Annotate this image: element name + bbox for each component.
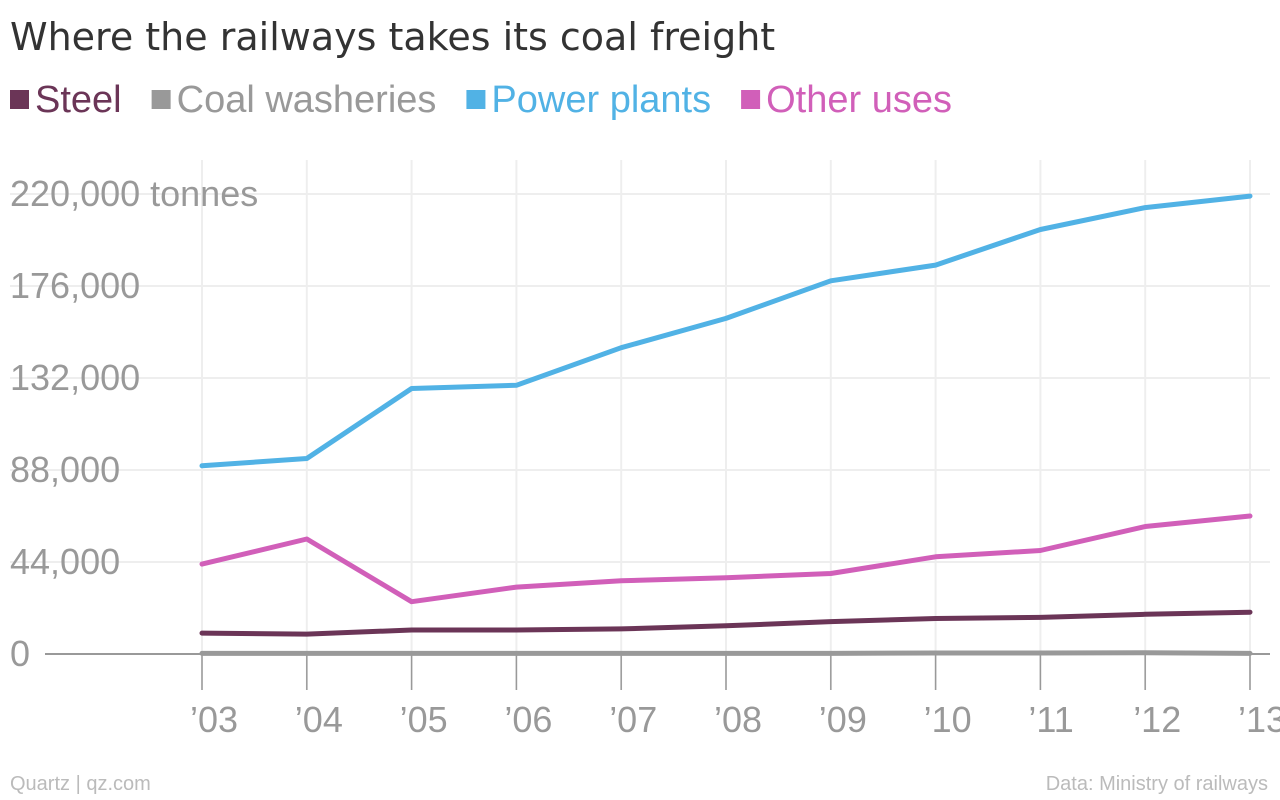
x-tick-label: ’12 <box>1133 699 1181 740</box>
series-line-power-plants <box>199 193 1253 469</box>
gridlines <box>10 160 1270 690</box>
legend: Steel Coal washeries Power plants Other use… <box>10 79 952 121</box>
y-tick-label: 220,000 tonnes <box>10 173 258 214</box>
x-tick-label: ’09 <box>819 699 867 740</box>
x-tick-label: ’08 <box>714 699 762 740</box>
y-tick-label: 44,000 <box>10 541 120 582</box>
x-tick-label: ’07 <box>609 699 657 740</box>
chart-title: Where the railways takes its coal freigh… <box>10 15 775 59</box>
legend-swatch-coal-washeries <box>151 90 171 109</box>
x-tick-label: ’11 <box>1028 699 1073 740</box>
series-lines <box>199 193 1253 656</box>
legend-label-steel: Steel <box>35 79 122 121</box>
legend-swatch-other-uses <box>741 90 761 109</box>
series-line-steel <box>199 609 1253 637</box>
legend-swatch-power-plants <box>466 90 486 109</box>
x-tick-label: ’13 <box>1238 699 1280 740</box>
y-tick-label: 88,000 <box>10 449 120 490</box>
y-tick-label: 176,000 <box>10 265 140 306</box>
x-tick-label: ’04 <box>295 699 343 740</box>
y-axis: 0 44,000 88,000 132,000 176,000 220,000 tonne… <box>10 173 258 674</box>
x-tick-label: ’03 <box>190 699 238 740</box>
data-source: Data: Ministry of railways <box>1046 773 1268 795</box>
legend-label-coal-washeries: Coal washeries <box>177 79 437 121</box>
source-credit: Quartz | qz.com <box>10 773 151 795</box>
legend-swatch-steel <box>10 90 29 109</box>
series-line-other-uses <box>199 513 1253 605</box>
x-tick-label: ’06 <box>504 699 552 740</box>
x-axis: ’03 ’04 ’05 ’06 ’07 ’08 ’09 ’10 ’11 ’12 ’13 <box>190 699 1280 740</box>
legend-label-other-uses: Other uses <box>766 79 952 121</box>
x-tick-label: ’05 <box>400 699 448 740</box>
series-line-coal-washeries <box>199 650 1253 656</box>
y-tick-label: 0 <box>10 633 30 674</box>
legend-label-power-plants: Power plants <box>491 79 711 121</box>
x-tick-label: ’10 <box>924 699 972 740</box>
y-tick-label: 132,000 <box>10 357 140 398</box>
